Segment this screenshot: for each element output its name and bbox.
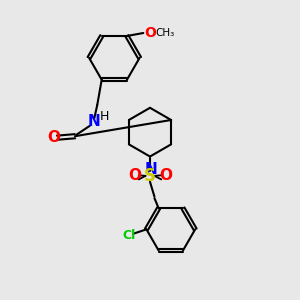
Text: N: N	[88, 114, 100, 129]
Text: O: O	[47, 130, 60, 145]
Text: H: H	[100, 110, 110, 123]
Text: Cl: Cl	[122, 229, 135, 242]
Text: O: O	[128, 168, 141, 183]
Text: O: O	[144, 26, 156, 40]
Text: CH₃: CH₃	[156, 28, 175, 38]
Text: S: S	[144, 167, 156, 185]
Text: N: N	[145, 162, 158, 177]
Text: O: O	[159, 168, 172, 183]
